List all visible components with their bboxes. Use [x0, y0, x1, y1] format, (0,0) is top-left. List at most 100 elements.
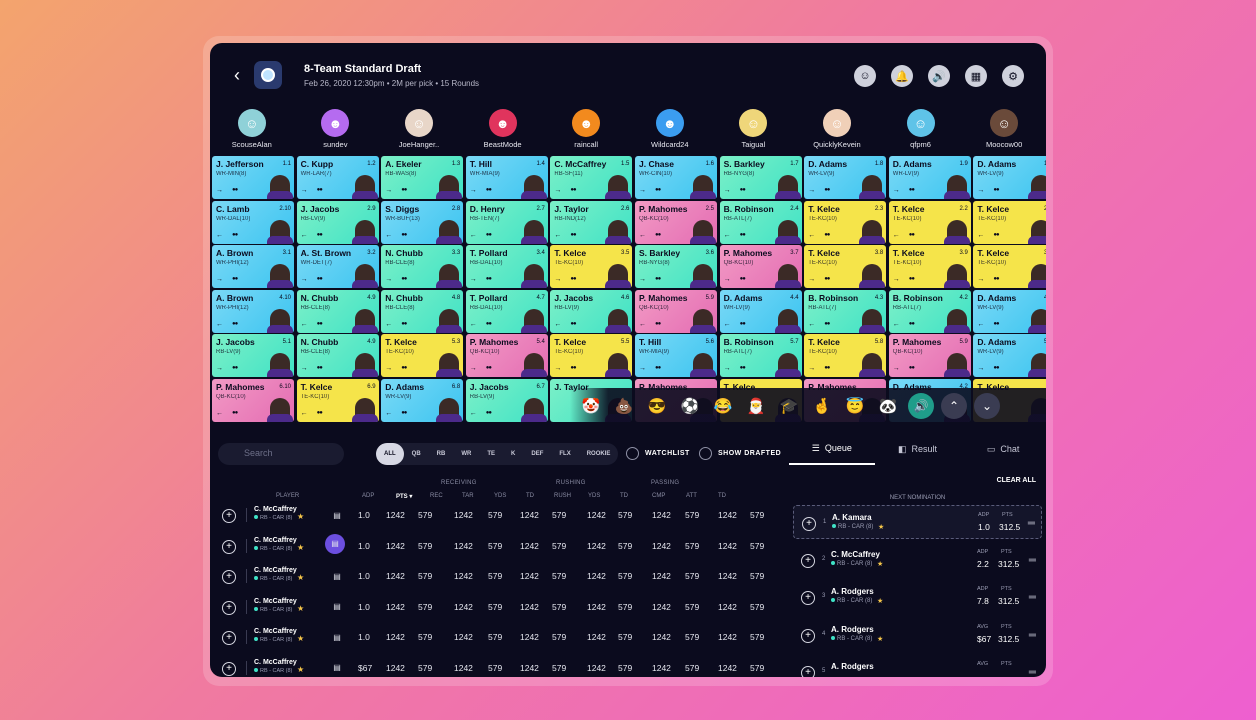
draft-pick-card[interactable]: T. Pollard 4.7 RB-DAL(10) ← ●●	[465, 289, 548, 333]
draft-pick-card[interactable]: D. Henry 2.7 RB-TEN(7) ← ●●	[465, 200, 548, 244]
position-filter-te[interactable]: TE	[487, 451, 496, 457]
draft-pick-card[interactable]: B. Robinson 2.4 RB-ATL(7) ← ●●	[719, 200, 802, 244]
star-icon[interactable]: ★	[297, 573, 305, 582]
draft-pick-card[interactable]: J. Taylor 2.6 RB-IND(12) ← ●●	[550, 200, 633, 244]
column-header[interactable]: REC	[430, 493, 443, 499]
draft-pick-card[interactable]: T. Kelce 5.8 TE-KC(10) → ●●	[804, 334, 887, 378]
draft-pick-card[interactable]: A. St. Brown 3.2 WR-DET(7) → ●●	[296, 245, 379, 289]
draft-pick-card[interactable]: B. Robinson 4.3 RB-ATL(7) ← ●●	[804, 289, 887, 333]
team-slot[interactable]: ☺ Moocow00	[962, 109, 1046, 153]
add-to-queue-button[interactable]: +	[222, 539, 236, 554]
star-icon[interactable]: ★	[297, 542, 305, 552]
player-row[interactable]: + C. McCaffrey RB - CAR (8) ★ ▤ $67 1242 579 124…	[210, 659, 785, 678]
star-icon[interactable]: ★	[297, 664, 305, 674]
position-filter-flx[interactable]: FLX	[559, 451, 571, 457]
show-drafted-toggle[interactable]: SHOW DRAFTED	[699, 447, 781, 460]
emoji-reaction-icon[interactable]: 😎	[647, 398, 667, 415]
draft-pick-card[interactable]: T. Kelce 6.9 TE-KC(10) ← ●●	[296, 379, 379, 422]
queue-item[interactable]: +1 A. Kamara RB - CAR (8) ★ ADP PTS 1.0 312.5 ═	[793, 505, 1042, 539]
add-to-queue-button[interactable]: +	[801, 666, 815, 677]
draft-pick-card[interactable]: T. Hill 1.4 WR-MIA(9) → ●●	[465, 156, 548, 199]
draft-pick-card[interactable]: T. Kelce 3.5 TE-KC(10) → ●●	[550, 245, 633, 289]
player-notes-icon[interactable]: ▤	[333, 602, 341, 611]
drag-handle-icon[interactable]: ═	[1028, 667, 1036, 677]
add-to-queue-button[interactable]: +	[801, 591, 815, 605]
draft-pick-card[interactable]: T. Kelce 3.9 TE-KC(10) → ●●	[888, 245, 971, 289]
player-notes-icon[interactable]: ▤	[325, 533, 345, 554]
draft-pick-card[interactable]: T. Kelce 5.3 TE-KC(10) → ●●	[381, 334, 464, 378]
speaker-icon[interactable]: 🔊	[908, 393, 934, 419]
tab-queue[interactable]: ☰ Queue	[789, 433, 875, 465]
position-filter-qb[interactable]: QB	[411, 451, 421, 457]
add-to-queue-button[interactable]: +	[222, 661, 236, 676]
emoji-reaction-icon[interactable]: 😂	[713, 398, 733, 415]
draft-pick-card[interactable]: S. Barkley 3.6 RB-NYG(8) → ●●	[635, 245, 717, 289]
draft-pick-card[interactable]: J. Chase 1.6 WR-CIN(10) → ●●	[635, 156, 717, 199]
chevron-down-icon[interactable]: ⌄	[974, 393, 1000, 419]
draft-pick-card[interactable]: J. Jacobs 5.1 RB-LV(9) → ●●	[212, 334, 294, 378]
tab-chat[interactable]: ▭ Chat	[960, 433, 1046, 465]
player-notes-icon[interactable]: ▤	[333, 632, 341, 642]
player-row[interactable]: + C. McCaffrey RB - CAR (8) ★ ▤ 1.0 1242 579 124…	[210, 598, 785, 628]
column-header[interactable]: RUSH	[554, 493, 572, 499]
search-input[interactable]: Search	[218, 443, 344, 465]
draft-pick-card[interactable]: P. Mahomes 5.9 QB-KC(10) → ●●	[888, 334, 971, 378]
draft-pick-card[interactable]: P. Mahomes 2.5 QB-KC(10) ← ●●	[635, 200, 717, 244]
player-row[interactable]: + C. McCaffrey RB - CAR (8) ★ ▤ 1.0 1242 579 124…	[210, 567, 785, 597]
column-header[interactable]: CMP	[652, 493, 666, 499]
draft-pick-card[interactable]: A. Brown 3.1 WR-PHI(12) → ●●	[212, 245, 294, 289]
column-header[interactable]: ADP	[362, 493, 375, 499]
back-button[interactable]: ‹	[234, 65, 240, 85]
player-row[interactable]: + C. McCaffrey RB - CAR (8) ★ ▤ 1.0 1242 579 124…	[210, 506, 785, 536]
draft-pick-card[interactable]: A. Brown 4.10 WR-PHI(12) ← ●●	[212, 289, 294, 333]
draft-pick-card[interactable]: D. Adams 1.1 WR-LV(9) → ●●	[973, 156, 1046, 199]
drag-handle-icon[interactable]: ═	[1028, 554, 1036, 566]
team-slot[interactable]: ☻ BeastMode	[461, 109, 545, 153]
column-header[interactable]: TD	[718, 493, 726, 499]
emoji-reaction-icon[interactable]: 🎅	[746, 398, 766, 415]
draft-pick-card[interactable]: C. McCaffrey 1.5 RB-SF(11) → ●●	[550, 156, 633, 199]
draft-pick-card[interactable]: T. Pollard 3.4 RB-DAL(10) → ●●	[465, 245, 548, 289]
draft-pick-card[interactable]: D. Adams 1.8 WR-LV(9) → ●●	[804, 156, 887, 199]
team-slot[interactable]: ☻ Wildcard24	[628, 109, 712, 153]
queue-item[interactable]: +4 A. Rodgers RB - CAR (8) ★ AVG PTS $67 312.5 ═	[793, 618, 1042, 652]
emoji-reaction-icon[interactable]: 😇	[845, 398, 865, 415]
bell-icon[interactable]: 🔔	[891, 65, 913, 87]
drag-handle-icon[interactable]: ═	[1028, 592, 1036, 603]
draft-pick-card[interactable]: J. Jacobs 2.9 RB-LV(9) ← ●●	[296, 200, 379, 244]
draft-pick-card[interactable]: D. Adams 1.9 WR-LV(9) → ●●	[888, 156, 971, 199]
team-slot[interactable]: ☺ ScouseAlan	[210, 109, 294, 153]
draft-pick-card[interactable]: J. Jefferson 1.1 WR-MIN(8) → ●●	[212, 156, 294, 199]
draft-pick-card[interactable]: P. Mahomes 5.4 QB-KC(10) → ●●	[465, 334, 548, 378]
draft-pick-card[interactable]: S. Barkley 1.7 RB-NYG(8) → ●●	[719, 156, 802, 199]
star-icon[interactable]: ★	[297, 634, 305, 643]
emoji-reaction-icon[interactable]: 🐼	[878, 398, 898, 415]
add-to-queue-button[interactable]: +	[222, 570, 236, 584]
draft-pick-card[interactable]: N. Chubb 4.8 RB-CLE(8) ← ●●	[381, 289, 464, 333]
show-drafted-radio[interactable]	[699, 447, 712, 460]
watchlist-radio[interactable]	[626, 447, 639, 460]
column-header[interactable]: YDS	[494, 493, 507, 499]
clear-all-button[interactable]: CLEAR ALL	[996, 477, 1036, 484]
draft-pick-card[interactable]: N. Chubb 3.3 RB-CLE(8) → ●●	[381, 245, 464, 289]
draft-pick-card[interactable]: P. Mahomes 6.10 QB-KC(10) ← ●●	[212, 379, 294, 422]
position-filter-rookie[interactable]: ROOKIE	[586, 451, 611, 457]
drag-handle-icon[interactable]: ═	[1028, 629, 1036, 641]
team-slot[interactable]: ☻ raincall	[544, 109, 628, 153]
draft-pick-card[interactable]: T. Kelce 5.5 TE-KC(10) → ●●	[550, 334, 633, 378]
column-header[interactable]: PLAYER	[276, 493, 300, 499]
column-header[interactable]: PTS ▾	[396, 494, 413, 500]
position-filter-def[interactable]: DEF	[531, 451, 544, 457]
draft-pick-card[interactable]: D. Adams 4.4 WR-LV(9) ← ●●	[719, 289, 802, 333]
queue-item[interactable]: +5 A. Rodgers AVG PTS ═	[793, 655, 1042, 677]
draft-pick-card[interactable]: T. Kelce 2.2 TE-KC(10) ← ●●	[888, 200, 971, 244]
queue-item[interactable]: +2 C. McCaffrey RB - CAR (8) ★ ADP PTS 2.2 312.…	[793, 543, 1042, 577]
position-filter-k[interactable]: K	[511, 451, 516, 457]
draft-pick-card[interactable]: N. Chubb 4.9 RB-CLE(8) ← ●●	[296, 289, 379, 333]
team-slot[interactable]: ☺ JoeHanger..	[377, 109, 461, 153]
player-notes-icon[interactable]: ▤	[333, 510, 341, 520]
watchlist-toggle[interactable]: WATCHLIST	[626, 447, 690, 460]
team-slot[interactable]: ☺ QuicklyKevein	[795, 109, 879, 153]
draft-pick-card[interactable]: J. Jacobs 6.7 RB-LV(9) ← ●●	[465, 379, 548, 422]
draft-pick-card[interactable]: D. Adams 5.1 WR-LV(9) → ●●	[973, 334, 1046, 378]
